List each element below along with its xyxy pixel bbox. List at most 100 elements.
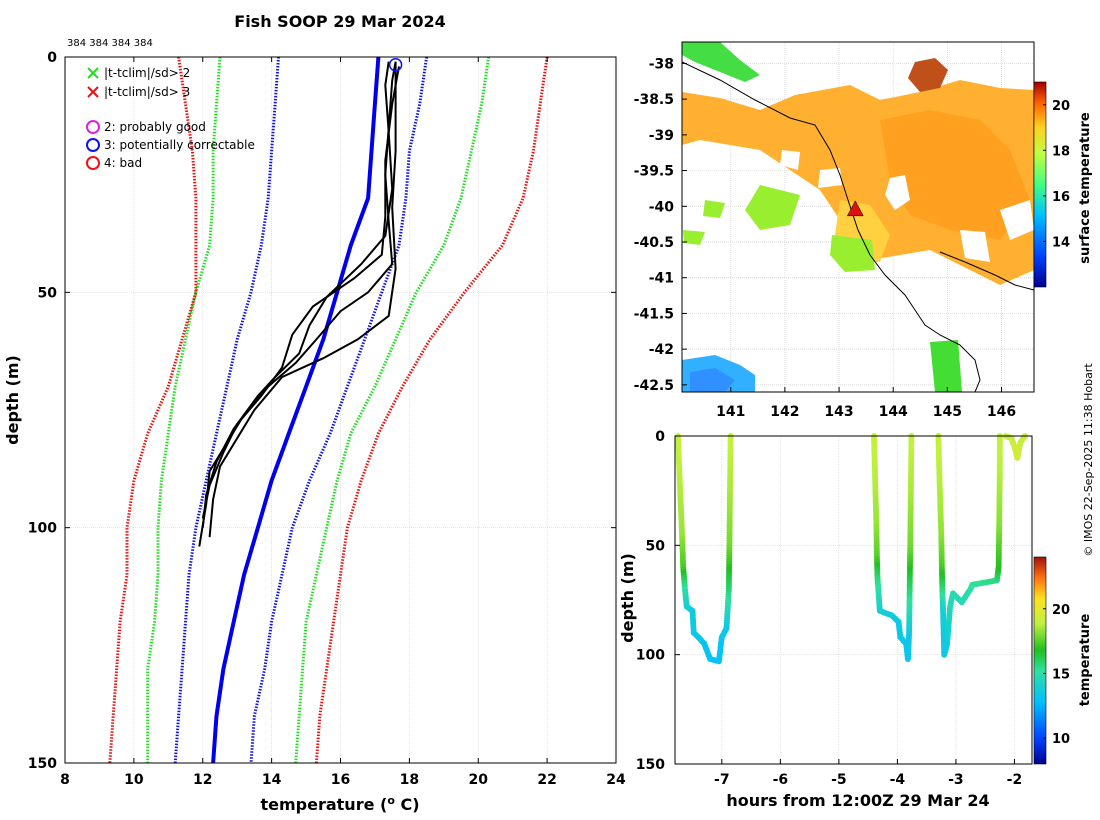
- map-colorbar-tick-label: 20: [1052, 99, 1070, 114]
- profile-x-tick-label: 14: [262, 772, 282, 788]
- map-y-tick-label: -42: [649, 342, 674, 358]
- coastline: [682, 61, 981, 392]
- profile-y-tick-label: 100: [28, 521, 57, 537]
- header-counts: 384 384 384 384: [67, 38, 153, 49]
- map-colorbar-label: surface temperature: [1078, 112, 1093, 264]
- legend-circle-marker: [86, 138, 100, 152]
- time-axes-frame: [674, 435, 1033, 765]
- map-y-tick-label: -39.5: [634, 164, 674, 180]
- legend-entry-label: |t-tclim|/sd> 2: [104, 66, 190, 80]
- legend-x-marker: [87, 67, 99, 79]
- profile-x-tick-label: 20: [469, 772, 489, 788]
- profile-ticks: 8 10 12 14 16 18 20 22 24 0 50 100 150: [28, 50, 626, 788]
- profile-x-tick-label: 10: [124, 772, 144, 788]
- map-x-tick-label: 146: [987, 404, 1016, 420]
- profile-x-tick-label: 8: [60, 772, 70, 788]
- time-colorbar: [1033, 556, 1047, 765]
- profile-x-tick-label: 12: [193, 772, 212, 788]
- map-x-tick-label: 143: [824, 404, 853, 420]
- time-y-tick-label: 150: [636, 757, 665, 773]
- map-y-tick-label: -38: [649, 56, 674, 72]
- ship-position-marker: [846, 200, 864, 217]
- profile-observed-line: [201, 61, 394, 528]
- profile-series-line: [108, 56, 198, 764]
- time-x-tick-label: -5: [831, 772, 847, 788]
- time-axes-background: [675, 436, 1032, 764]
- sst-cold-core: [690, 368, 735, 392]
- map-x-tick-label: 142: [770, 404, 799, 420]
- sst-hot-bay: [908, 58, 948, 92]
- map-y-tick-label: -40.5: [634, 235, 674, 251]
- map-y-tick-label: -41.5: [634, 306, 674, 322]
- map-y-tick-label: -38.5: [634, 92, 674, 108]
- map-x-tick-label: 141: [716, 404, 745, 420]
- sst-green-north: [682, 42, 760, 82]
- profile-observed-line: [201, 66, 400, 519]
- profile-x-tick-label: 16: [331, 772, 350, 788]
- map-colorbar-tick-label: 14: [1052, 235, 1070, 250]
- map-y-tick-label: -39: [649, 128, 674, 144]
- profile-x-tick-label: 24: [606, 772, 626, 788]
- time-x-tick-label: -6: [773, 772, 789, 788]
- sst-map: 141 142 143 144 145 146 -38 -38.5 -39 -39.5 -40 -40…: [634, 41, 1093, 420]
- legend-entry-label: 3: potentially correctable: [104, 138, 255, 152]
- credit-text: © IMOS 22-Sep-2025 11:38 Hobart: [1082, 363, 1095, 557]
- time-colorbar-tick-label: 15: [1052, 667, 1070, 682]
- profile-x-tick-label: 18: [400, 772, 419, 788]
- time-dive-points: [674, 433, 1028, 665]
- profile-chart: 8 10 12 14 16 18 20 22 24 0 50 100 150 temperature (…: [3, 50, 626, 814]
- map-x-tick-label: 144: [879, 404, 908, 420]
- time-y-tick-label: 50: [646, 538, 666, 554]
- time-colorbar-ticks: 10 15 20: [1043, 603, 1070, 747]
- profile-ylabel: depth (m): [3, 355, 22, 445]
- time-x-tick-label: -7: [714, 772, 730, 788]
- profile-series-line: [146, 56, 222, 763]
- map-colorbar: [1033, 81, 1047, 288]
- time-x-tick-label: -2: [1007, 772, 1023, 788]
- legend-circle-marker: [86, 156, 100, 170]
- sst-green-patches: [683, 185, 875, 272]
- legend-entry-label: 2: probably good: [104, 120, 206, 134]
- time-colorbar-tick-label: 20: [1052, 603, 1070, 618]
- map-field: [682, 42, 1034, 392]
- profile-xlabel: temperature (o C): [260, 794, 419, 814]
- profile-y-tick-label: 150: [28, 756, 57, 772]
- coastline-east: [939, 251, 1034, 291]
- time-colorbar-tick-label: 10: [1052, 732, 1070, 747]
- time-colorbar-label: temperature: [1078, 614, 1093, 707]
- legend-circle-marker: [86, 120, 100, 134]
- legend-x-marker: [87, 86, 99, 98]
- profile-surface-flag-marker: [388, 57, 403, 72]
- sst-gaps: [780, 150, 1034, 262]
- profile-legend: |t-tclim|/sd> 2 |t-tclim|/sd> 3 2: probabl…: [86, 66, 255, 170]
- profile-observed-line: [208, 61, 397, 538]
- time-y-tick-label: 0: [655, 429, 665, 445]
- map-y-tick-label: -41: [649, 271, 674, 287]
- map-colorbar-ticks: 14 16 18 20: [1043, 99, 1070, 250]
- time-x-tick-label: -4: [890, 772, 906, 788]
- profile-series-line: [249, 56, 429, 764]
- map-y-tick-label: -40: [649, 199, 675, 215]
- profile-series-line: [314, 56, 549, 764]
- map-y-tick-label: -42.5: [634, 378, 674, 394]
- sst-warm-patches: [880, 110, 1030, 240]
- time-x-tick-label: -3: [948, 772, 964, 788]
- profile-series-group: [108, 56, 549, 764]
- profile-series-line: [211, 56, 381, 764]
- profile-y-tick-label: 0: [47, 50, 57, 66]
- legend-entry-label: 4: bad: [104, 156, 142, 170]
- profile-y-tick-label: 50: [38, 285, 58, 301]
- profile-x-tick-label: 22: [537, 772, 556, 788]
- map-colorbar-tick-label: 18: [1052, 144, 1070, 159]
- sst-coastal-green: [930, 340, 962, 392]
- figure-title: Fish SOOP 29 Mar 2024: [234, 12, 445, 31]
- time-ylabel: depth (m): [618, 553, 637, 643]
- map-x-tick-label: 145: [933, 404, 962, 420]
- time-ticks: -7 -6 -5 -4 -3 -2 0 50 100 150: [636, 429, 1022, 788]
- profile-series-line: [294, 56, 491, 764]
- map-ticks: 141 142 143 144 145 146 -38 -38.5 -39 -39.5 -40 -40…: [634, 56, 1016, 420]
- time-xlabel: hours from 12:00Z 29 Mar 24: [726, 791, 989, 810]
- map-colorbar-tick-label: 16: [1052, 190, 1070, 205]
- profile-series-line: [173, 56, 280, 764]
